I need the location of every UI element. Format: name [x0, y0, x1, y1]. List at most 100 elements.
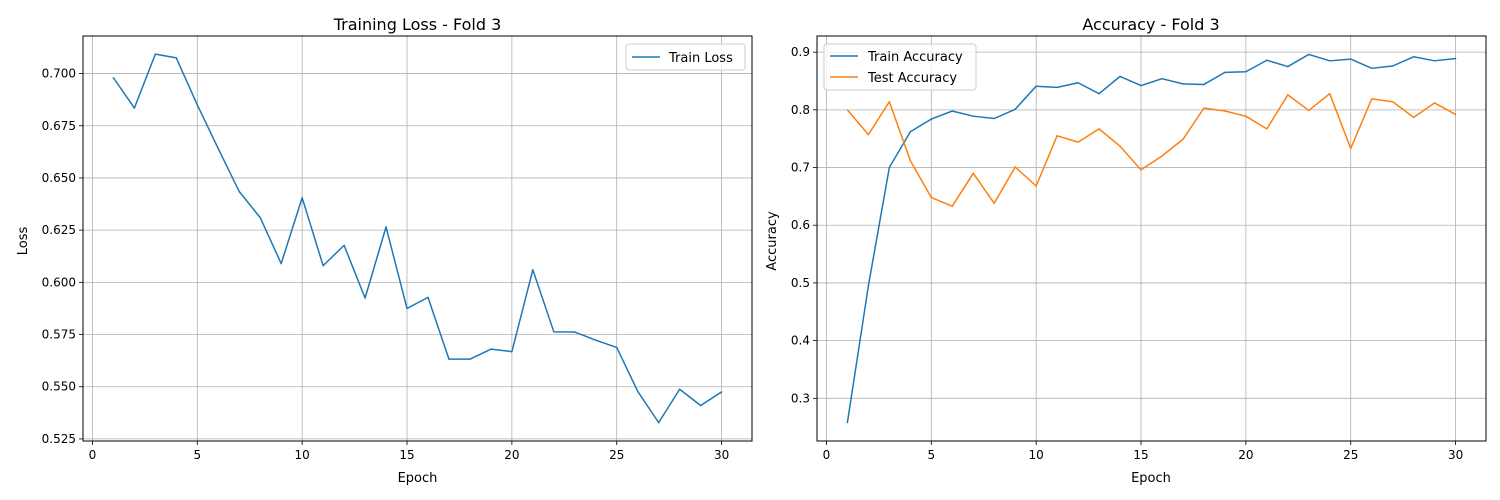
- data-point-train-loss: [657, 421, 660, 424]
- legend-label-train-loss: Train Loss: [668, 51, 733, 66]
- accuracy-chart-title: Accuracy - Fold 3: [1082, 15, 1219, 34]
- data-point-train-accuracy: [1370, 67, 1373, 70]
- loss-x-tick-label: 25: [609, 448, 624, 462]
- accuracy-y-tick-label: 0.3: [791, 391, 810, 405]
- data-point-train-loss: [532, 269, 534, 271]
- data-point-train-loss: [343, 244, 345, 247]
- data-point-train-accuracy: [1433, 60, 1436, 62]
- data-point-test-accuracy: [1119, 145, 1121, 147]
- legend-label-test-accuracy: Test Accuracy: [867, 71, 957, 86]
- loss-plot-frame: [82, 35, 753, 442]
- series-line-train-loss: [112, 53, 722, 424]
- loss-legend-box: [625, 43, 746, 71]
- data-point-test-accuracy: [1266, 128, 1268, 130]
- data-point-train-loss: [553, 331, 555, 333]
- loss-legend: Train Loss: [625, 43, 746, 71]
- data-point-train-loss: [427, 296, 429, 299]
- accuracy-legend-box: [823, 43, 977, 91]
- data-point-train-loss: [238, 190, 240, 193]
- accuracy-ticks: 0 5 10 15 20 25 30 0.3 0.4 0.5 0.6 0.7 0.8 0.9: [791, 45, 1463, 462]
- series-line-train-accuracy: [846, 53, 1456, 423]
- accuracy-y-tick-label: 0.4: [791, 334, 810, 348]
- loss-y-tick-label: 0.675: [42, 119, 76, 133]
- loss-x-tick-label: 20: [504, 448, 519, 462]
- data-point-test-accuracy: [972, 172, 974, 175]
- loss-y-axis-label: Loss: [16, 227, 31, 256]
- data-point-test-accuracy: [1454, 113, 1457, 116]
- data-point-test-accuracy: [867, 133, 870, 136]
- accuracy-y-tick-label: 0.8: [791, 103, 810, 117]
- data-point-train-accuracy: [1266, 59, 1268, 61]
- data-point-train-accuracy: [951, 110, 954, 112]
- data-point-train-loss: [574, 331, 576, 333]
- accuracy-plot-frame: [816, 35, 1487, 442]
- data-point-train-accuracy: [1140, 84, 1142, 87]
- accuracy-x-tick-label: 25: [1343, 448, 1358, 462]
- data-point-test-accuracy: [1308, 109, 1310, 112]
- data-point-train-loss: [385, 226, 387, 228]
- data-point-train-loss: [196, 104, 199, 106]
- data-point-test-accuracy: [1329, 92, 1331, 95]
- data-point-test-accuracy: [1140, 169, 1142, 171]
- loss-lines: [112, 53, 723, 424]
- loss-x-tick-label: 10: [295, 448, 310, 462]
- legend-label-train-accuracy: Train Accuracy: [867, 50, 963, 65]
- accuracy-chart-panel: Accuracy - Fold 3 Epoch Accuracy 0 5 10 15 2…: [765, 15, 1487, 486]
- loss-y-tick-label: 0.650: [42, 171, 76, 185]
- accuracy-y-tick-label: 0.9: [791, 45, 810, 59]
- data-point-train-accuracy: [1077, 81, 1079, 84]
- data-point-train-loss: [175, 57, 178, 59]
- data-point-train-accuracy: [1056, 86, 1058, 89]
- data-point-train-loss: [217, 147, 220, 150]
- data-point-train-loss: [595, 339, 597, 341]
- loss-chart-title: Training Loss - Fold 3: [333, 15, 502, 34]
- accuracy-grid: [817, 36, 1486, 441]
- accuracy-y-tick-label: 0.5: [791, 276, 810, 290]
- data-point-test-accuracy: [1056, 135, 1058, 137]
- data-point-test-accuracy: [846, 109, 849, 111]
- data-point-test-accuracy: [1161, 155, 1163, 157]
- data-point-train-accuracy: [1224, 71, 1226, 74]
- data-point-test-accuracy: [1098, 128, 1100, 130]
- accuracy-y-axis-label: Accuracy: [765, 211, 780, 271]
- data-point-train-accuracy: [1203, 83, 1205, 86]
- data-point-train-accuracy: [1182, 83, 1184, 85]
- loss-y-tick-label: 0.575: [42, 328, 76, 342]
- accuracy-x-tick-label: 20: [1238, 448, 1253, 462]
- data-point-test-accuracy: [1412, 116, 1415, 119]
- accuracy-lines: [846, 53, 1457, 424]
- data-point-train-loss: [322, 264, 324, 267]
- data-point-train-loss: [469, 358, 471, 360]
- loss-x-tick-label: 30: [714, 448, 729, 462]
- data-point-test-accuracy: [1224, 110, 1226, 112]
- data-point-train-accuracy: [1035, 85, 1037, 87]
- data-point-test-accuracy: [993, 202, 995, 205]
- accuracy-y-tick-label: 0.7: [791, 161, 810, 175]
- loss-ticks: 0 5 10 15 20 25 30 0.525 0.550 0.575 0.600 0.625 0.6…: [42, 67, 730, 462]
- data-point-test-accuracy: [1182, 138, 1184, 141]
- loss-y-tick-label: 0.525: [42, 432, 76, 446]
- accuracy-x-tick-label: 30: [1448, 448, 1463, 462]
- data-point-train-loss: [490, 348, 492, 350]
- accuracy-x-tick-label: 10: [1029, 448, 1044, 462]
- data-point-test-accuracy: [1014, 166, 1016, 168]
- data-point-train-loss: [364, 297, 366, 299]
- data-point-train-accuracy: [993, 117, 995, 120]
- data-point-test-accuracy: [909, 159, 912, 162]
- data-point-train-accuracy: [1412, 56, 1415, 58]
- data-point-train-loss: [154, 53, 157, 55]
- data-point-train-loss: [720, 391, 723, 393]
- data-point-train-accuracy: [1308, 53, 1310, 56]
- accuracy-y-tick-label: 0.6: [791, 218, 810, 232]
- data-point-test-accuracy: [1370, 98, 1373, 100]
- data-point-train-accuracy: [1119, 75, 1121, 78]
- loss-y-tick-label: 0.550: [42, 380, 76, 394]
- data-point-train-loss: [448, 358, 450, 360]
- data-point-train-accuracy: [1098, 92, 1100, 95]
- data-point-test-accuracy: [1203, 107, 1205, 109]
- data-point-test-accuracy: [1077, 141, 1079, 143]
- accuracy-x-tick-label: 0: [823, 448, 831, 462]
- data-point-train-loss: [699, 404, 702, 407]
